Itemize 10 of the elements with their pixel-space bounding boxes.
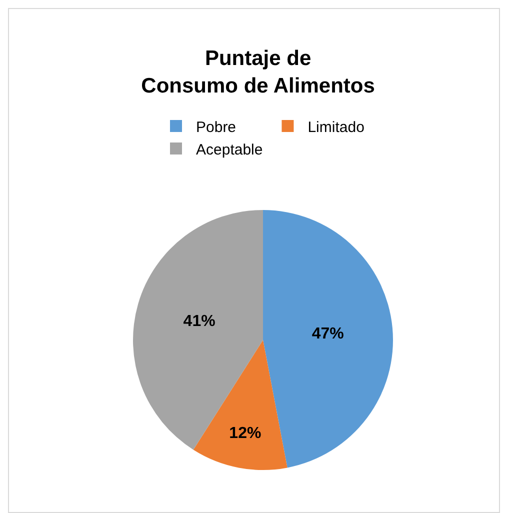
legend-label: Aceptable (196, 141, 263, 158)
pie-slice (193, 340, 288, 470)
legend-label: Limitado (308, 118, 364, 136)
legend-label: Pobre (196, 118, 236, 136)
data-label: 41% (183, 313, 216, 330)
pie-slice (133, 210, 263, 450)
pie-slice (263, 210, 393, 468)
chart-title: Puntaje de Consumo de Alimentos (141, 47, 375, 98)
data-label: 47% (312, 325, 344, 342)
data-label: 12% (229, 424, 262, 442)
